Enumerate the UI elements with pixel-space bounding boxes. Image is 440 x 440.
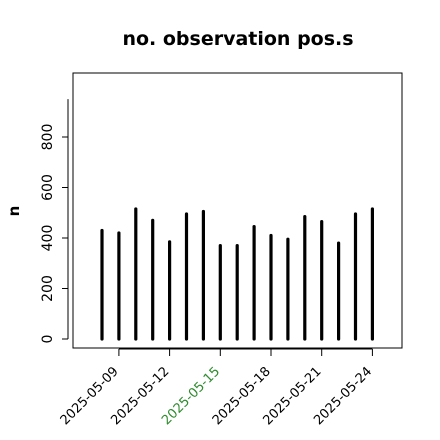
y-tick-label: 0 — [40, 335, 56, 344]
y-tick-label: 400 — [40, 225, 56, 252]
y-tick-label: 600 — [40, 174, 56, 201]
y-tick-label: 200 — [40, 275, 56, 302]
y-tick-label: 800 — [40, 124, 56, 151]
x-axis: 2025-05-092025-05-122025-05-152025-05-18… — [58, 348, 375, 428]
plot-frame — [72, 72, 403, 349]
bars-group — [100, 207, 374, 341]
y-axis-label: n — [5, 206, 23, 217]
y-axis: 0 200 400 600 800 — [40, 99, 69, 344]
chart-title: no. observation pos.s — [122, 28, 353, 50]
